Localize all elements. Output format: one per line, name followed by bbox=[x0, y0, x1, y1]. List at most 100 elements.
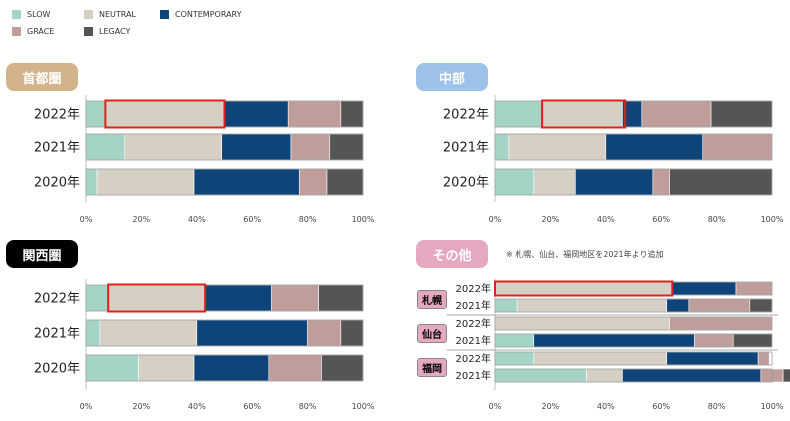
bar-outline bbox=[85, 354, 364, 382]
legend-label-grace: GRACE bbox=[27, 27, 55, 36]
bar-segment bbox=[652, 168, 670, 196]
bar-segment bbox=[669, 316, 773, 331]
bar-segment bbox=[710, 100, 773, 128]
legend-swatch-slow bbox=[12, 10, 21, 19]
bar-segment bbox=[85, 284, 109, 312]
category-label: 2021年 bbox=[456, 369, 491, 382]
bar-outline bbox=[494, 351, 773, 366]
bar-segment bbox=[268, 354, 322, 382]
x-tick-label: 20% bbox=[542, 402, 560, 411]
legend-item-slow: SLOW bbox=[12, 10, 50, 19]
legend-label-contemporary: CONTEMPORARY bbox=[175, 10, 242, 19]
bar-segment bbox=[318, 284, 364, 312]
x-tick-label: 60% bbox=[243, 402, 261, 411]
bar-segment bbox=[193, 168, 300, 196]
bar-segment bbox=[782, 368, 790, 383]
bar-segment bbox=[666, 351, 759, 366]
x-tick-label: 80% bbox=[708, 402, 726, 411]
highlight-box bbox=[541, 99, 627, 129]
legend-label-slow: SLOW bbox=[27, 10, 51, 19]
bar-segment bbox=[516, 298, 668, 313]
bar-segment bbox=[321, 354, 364, 382]
bar-segment bbox=[196, 319, 308, 347]
legend-item-neutral: NEUTRAL bbox=[84, 10, 136, 19]
bar-segment bbox=[541, 100, 623, 128]
bar-outline bbox=[494, 298, 773, 313]
bar-outline bbox=[85, 284, 364, 312]
bar-outline bbox=[494, 168, 773, 196]
bar-segment bbox=[85, 168, 98, 196]
bar-segment bbox=[671, 281, 737, 296]
bar-outline bbox=[494, 100, 773, 128]
bar-outline bbox=[494, 316, 773, 331]
bar-segment bbox=[669, 168, 773, 196]
x-tick-label: 100% bbox=[761, 215, 784, 224]
bar-segment bbox=[735, 281, 773, 296]
bar-segment bbox=[329, 133, 364, 161]
legend-item-legacy: LEGACY bbox=[84, 27, 130, 36]
legend-swatch-contemporary bbox=[160, 10, 169, 19]
x-tick-label: 80% bbox=[708, 215, 726, 224]
highlight-box bbox=[104, 99, 226, 129]
highlight-box bbox=[107, 283, 207, 313]
legend-swatch-neutral bbox=[84, 10, 93, 19]
legend-swatch-legacy bbox=[84, 27, 93, 36]
bar-segment bbox=[494, 333, 535, 348]
bar-segment bbox=[605, 133, 704, 161]
bar-outline bbox=[85, 319, 364, 347]
legend-label-neutral: NEUTRAL bbox=[99, 10, 136, 19]
bar-segment bbox=[494, 168, 535, 196]
sonota-note: ※ 札幌、仙台、福岡地区を2021年より追加 bbox=[506, 250, 664, 259]
x-tick-label: 100% bbox=[352, 402, 375, 411]
bar-segment bbox=[107, 284, 206, 312]
category-label: 2022年 bbox=[34, 292, 80, 307]
bar-segment bbox=[307, 319, 342, 347]
bar-segment bbox=[533, 333, 695, 348]
bar-segment bbox=[494, 298, 518, 313]
bar-segment bbox=[138, 354, 195, 382]
bar-segment bbox=[494, 100, 543, 128]
bar-segment bbox=[666, 298, 690, 313]
category-label: 2021年 bbox=[456, 299, 491, 312]
panel-badge-chubu: 中部 bbox=[416, 63, 488, 91]
panel-badge-shutoken: 首都圏 bbox=[6, 63, 78, 91]
x-tick-label: 60% bbox=[652, 402, 670, 411]
x-tick-label: 0% bbox=[80, 215, 93, 224]
bar-segment bbox=[85, 100, 106, 128]
bar-segment bbox=[494, 133, 510, 161]
x-tick-label: 60% bbox=[243, 215, 261, 224]
legend: SLOW NEUTRAL CONTEMPORARY GRACE LEGACY bbox=[0, 0, 300, 45]
x-tick-label: 0% bbox=[80, 402, 93, 411]
x-tick-label: 40% bbox=[188, 215, 206, 224]
bar-segment bbox=[749, 298, 773, 313]
bar-segment bbox=[732, 333, 773, 348]
bar-segment bbox=[193, 354, 270, 382]
bar-segment bbox=[702, 133, 773, 161]
bar-segment bbox=[221, 133, 292, 161]
bar-segment bbox=[85, 354, 139, 382]
x-tick-label: 40% bbox=[188, 402, 206, 411]
category-label: 2022年 bbox=[456, 352, 491, 365]
bar-segment bbox=[85, 319, 101, 347]
category-label: 2020年 bbox=[34, 362, 80, 377]
bar-segment bbox=[340, 319, 364, 347]
x-tick-label: 20% bbox=[542, 215, 560, 224]
legend-item-contemporary: CONTEMPORARY bbox=[160, 10, 241, 19]
bar-segment bbox=[641, 100, 712, 128]
category-label: 2021年 bbox=[443, 141, 489, 156]
x-tick-label: 40% bbox=[597, 402, 615, 411]
bar-outline bbox=[494, 133, 773, 161]
bar-segment bbox=[575, 168, 654, 196]
bar-segment bbox=[694, 333, 734, 348]
bar-segment bbox=[124, 133, 223, 161]
category-label: 2022年 bbox=[456, 282, 491, 295]
x-tick-label: 0% bbox=[489, 215, 502, 224]
legend-item-grace: GRACE bbox=[12, 27, 54, 36]
bar-segment bbox=[96, 168, 195, 196]
x-tick-label: 80% bbox=[299, 215, 317, 224]
bar-outline bbox=[494, 368, 773, 383]
x-tick-label: 100% bbox=[352, 215, 375, 224]
bar-segment bbox=[622, 368, 762, 383]
bar-segment bbox=[99, 319, 198, 347]
